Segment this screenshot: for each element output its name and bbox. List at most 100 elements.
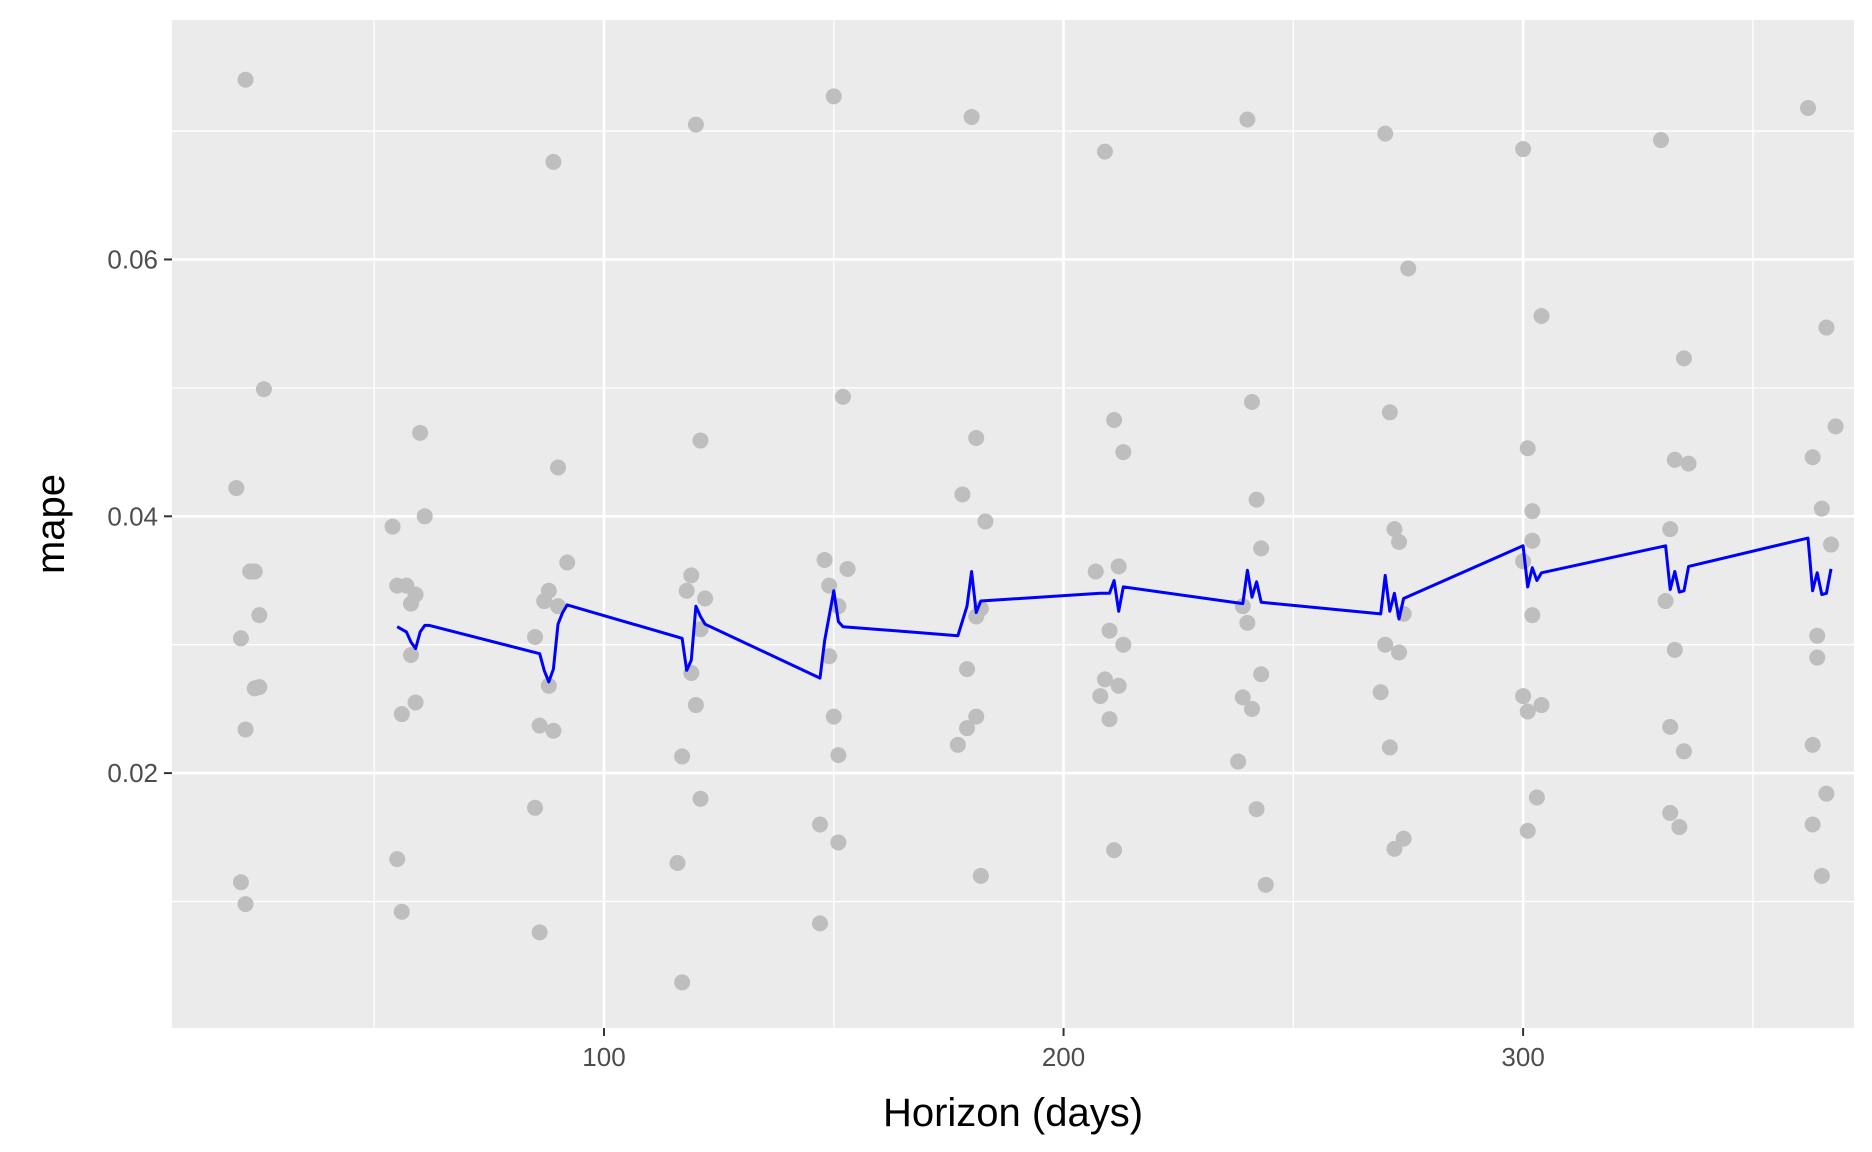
tick-labels: 100 200 300 0.02 0.04 0.06 xyxy=(107,244,1544,1072)
data-point xyxy=(1533,307,1550,324)
data-point xyxy=(825,708,842,725)
data-point xyxy=(540,582,557,599)
data-point xyxy=(407,694,424,711)
data-point xyxy=(407,586,424,603)
data-point xyxy=(1096,671,1113,688)
data-point xyxy=(1115,444,1132,461)
data-point xyxy=(678,582,695,599)
data-point xyxy=(1524,503,1541,520)
data-point xyxy=(237,896,254,913)
data-point xyxy=(954,486,971,503)
data-point xyxy=(251,607,268,624)
data-point xyxy=(1800,99,1817,116)
data-point xyxy=(389,851,406,868)
data-point xyxy=(674,974,691,991)
data-point xyxy=(1515,553,1532,570)
data-point xyxy=(1096,143,1113,160)
data-point xyxy=(550,459,567,476)
data-point xyxy=(1813,500,1830,517)
x-axis-title: Horizon (days) xyxy=(883,1091,1143,1135)
axis-ticks xyxy=(164,258,1525,1036)
x-tick-label: 200 xyxy=(1042,1042,1085,1072)
x-tick-label: 100 xyxy=(582,1042,625,1072)
data-point xyxy=(540,677,557,694)
data-point xyxy=(246,563,263,580)
data-point xyxy=(1106,842,1123,859)
data-point xyxy=(1519,703,1536,720)
data-point xyxy=(839,560,856,577)
data-point xyxy=(1395,830,1412,847)
data-point xyxy=(1110,558,1127,575)
data-point xyxy=(1662,718,1679,735)
data-point xyxy=(1519,440,1536,457)
data-point xyxy=(1248,491,1265,508)
data-point xyxy=(1101,711,1118,728)
data-point xyxy=(527,799,544,816)
data-point xyxy=(1101,622,1118,639)
data-point xyxy=(1377,636,1394,653)
data-point xyxy=(1675,350,1692,367)
data-point xyxy=(959,661,976,678)
data-point xyxy=(1243,394,1260,411)
plot-panel xyxy=(172,20,1854,1028)
data-point xyxy=(972,867,989,884)
data-point xyxy=(674,748,691,765)
data-point xyxy=(1386,521,1403,538)
data-point xyxy=(402,646,419,663)
data-point xyxy=(959,720,976,737)
data-point xyxy=(963,108,980,125)
data-point xyxy=(527,628,544,645)
data-point xyxy=(1675,743,1692,760)
data-point xyxy=(687,697,704,714)
data-point xyxy=(416,508,433,525)
data-point xyxy=(1377,125,1394,142)
data-point xyxy=(1092,688,1109,705)
data-point xyxy=(825,88,842,105)
data-point xyxy=(683,567,700,584)
data-point xyxy=(1524,607,1541,624)
data-point xyxy=(1106,411,1123,428)
data-point xyxy=(821,648,838,665)
data-point xyxy=(1230,753,1247,770)
data-point xyxy=(1818,319,1835,336)
mape-trend-line xyxy=(396,536,1833,684)
data-point xyxy=(1533,697,1550,714)
data-point xyxy=(687,116,704,133)
data-point xyxy=(228,480,245,497)
data-point xyxy=(1671,819,1688,836)
data-point xyxy=(237,721,254,738)
data-point xyxy=(692,790,709,807)
data-point xyxy=(1823,536,1840,553)
data-point xyxy=(1809,649,1826,666)
x-tick-label: 300 xyxy=(1501,1042,1544,1072)
data-point xyxy=(531,717,548,734)
data-point xyxy=(1652,132,1669,149)
data-point xyxy=(692,432,709,449)
data-point xyxy=(1381,404,1398,421)
data-point xyxy=(1248,801,1265,818)
data-point xyxy=(1386,840,1403,857)
data-point xyxy=(1400,260,1417,277)
data-point xyxy=(669,854,686,871)
data-point xyxy=(1391,644,1408,661)
data-point xyxy=(412,424,429,441)
data-point xyxy=(1110,677,1127,694)
data-point xyxy=(697,590,714,607)
data-point xyxy=(1087,563,1104,580)
data-point xyxy=(1253,540,1270,557)
data-point xyxy=(1827,418,1844,435)
data-point xyxy=(1239,614,1256,631)
data-point xyxy=(1515,688,1532,705)
data-point xyxy=(1804,449,1821,466)
data-point xyxy=(968,429,985,446)
data-point xyxy=(1234,689,1251,706)
grid-minor xyxy=(172,20,1854,1028)
data-point xyxy=(1524,532,1541,549)
trend-layer xyxy=(396,536,1833,684)
data-point xyxy=(977,513,994,530)
data-point xyxy=(816,551,833,568)
data-point xyxy=(1666,451,1683,468)
data-point xyxy=(384,518,401,535)
data-point xyxy=(393,706,410,723)
